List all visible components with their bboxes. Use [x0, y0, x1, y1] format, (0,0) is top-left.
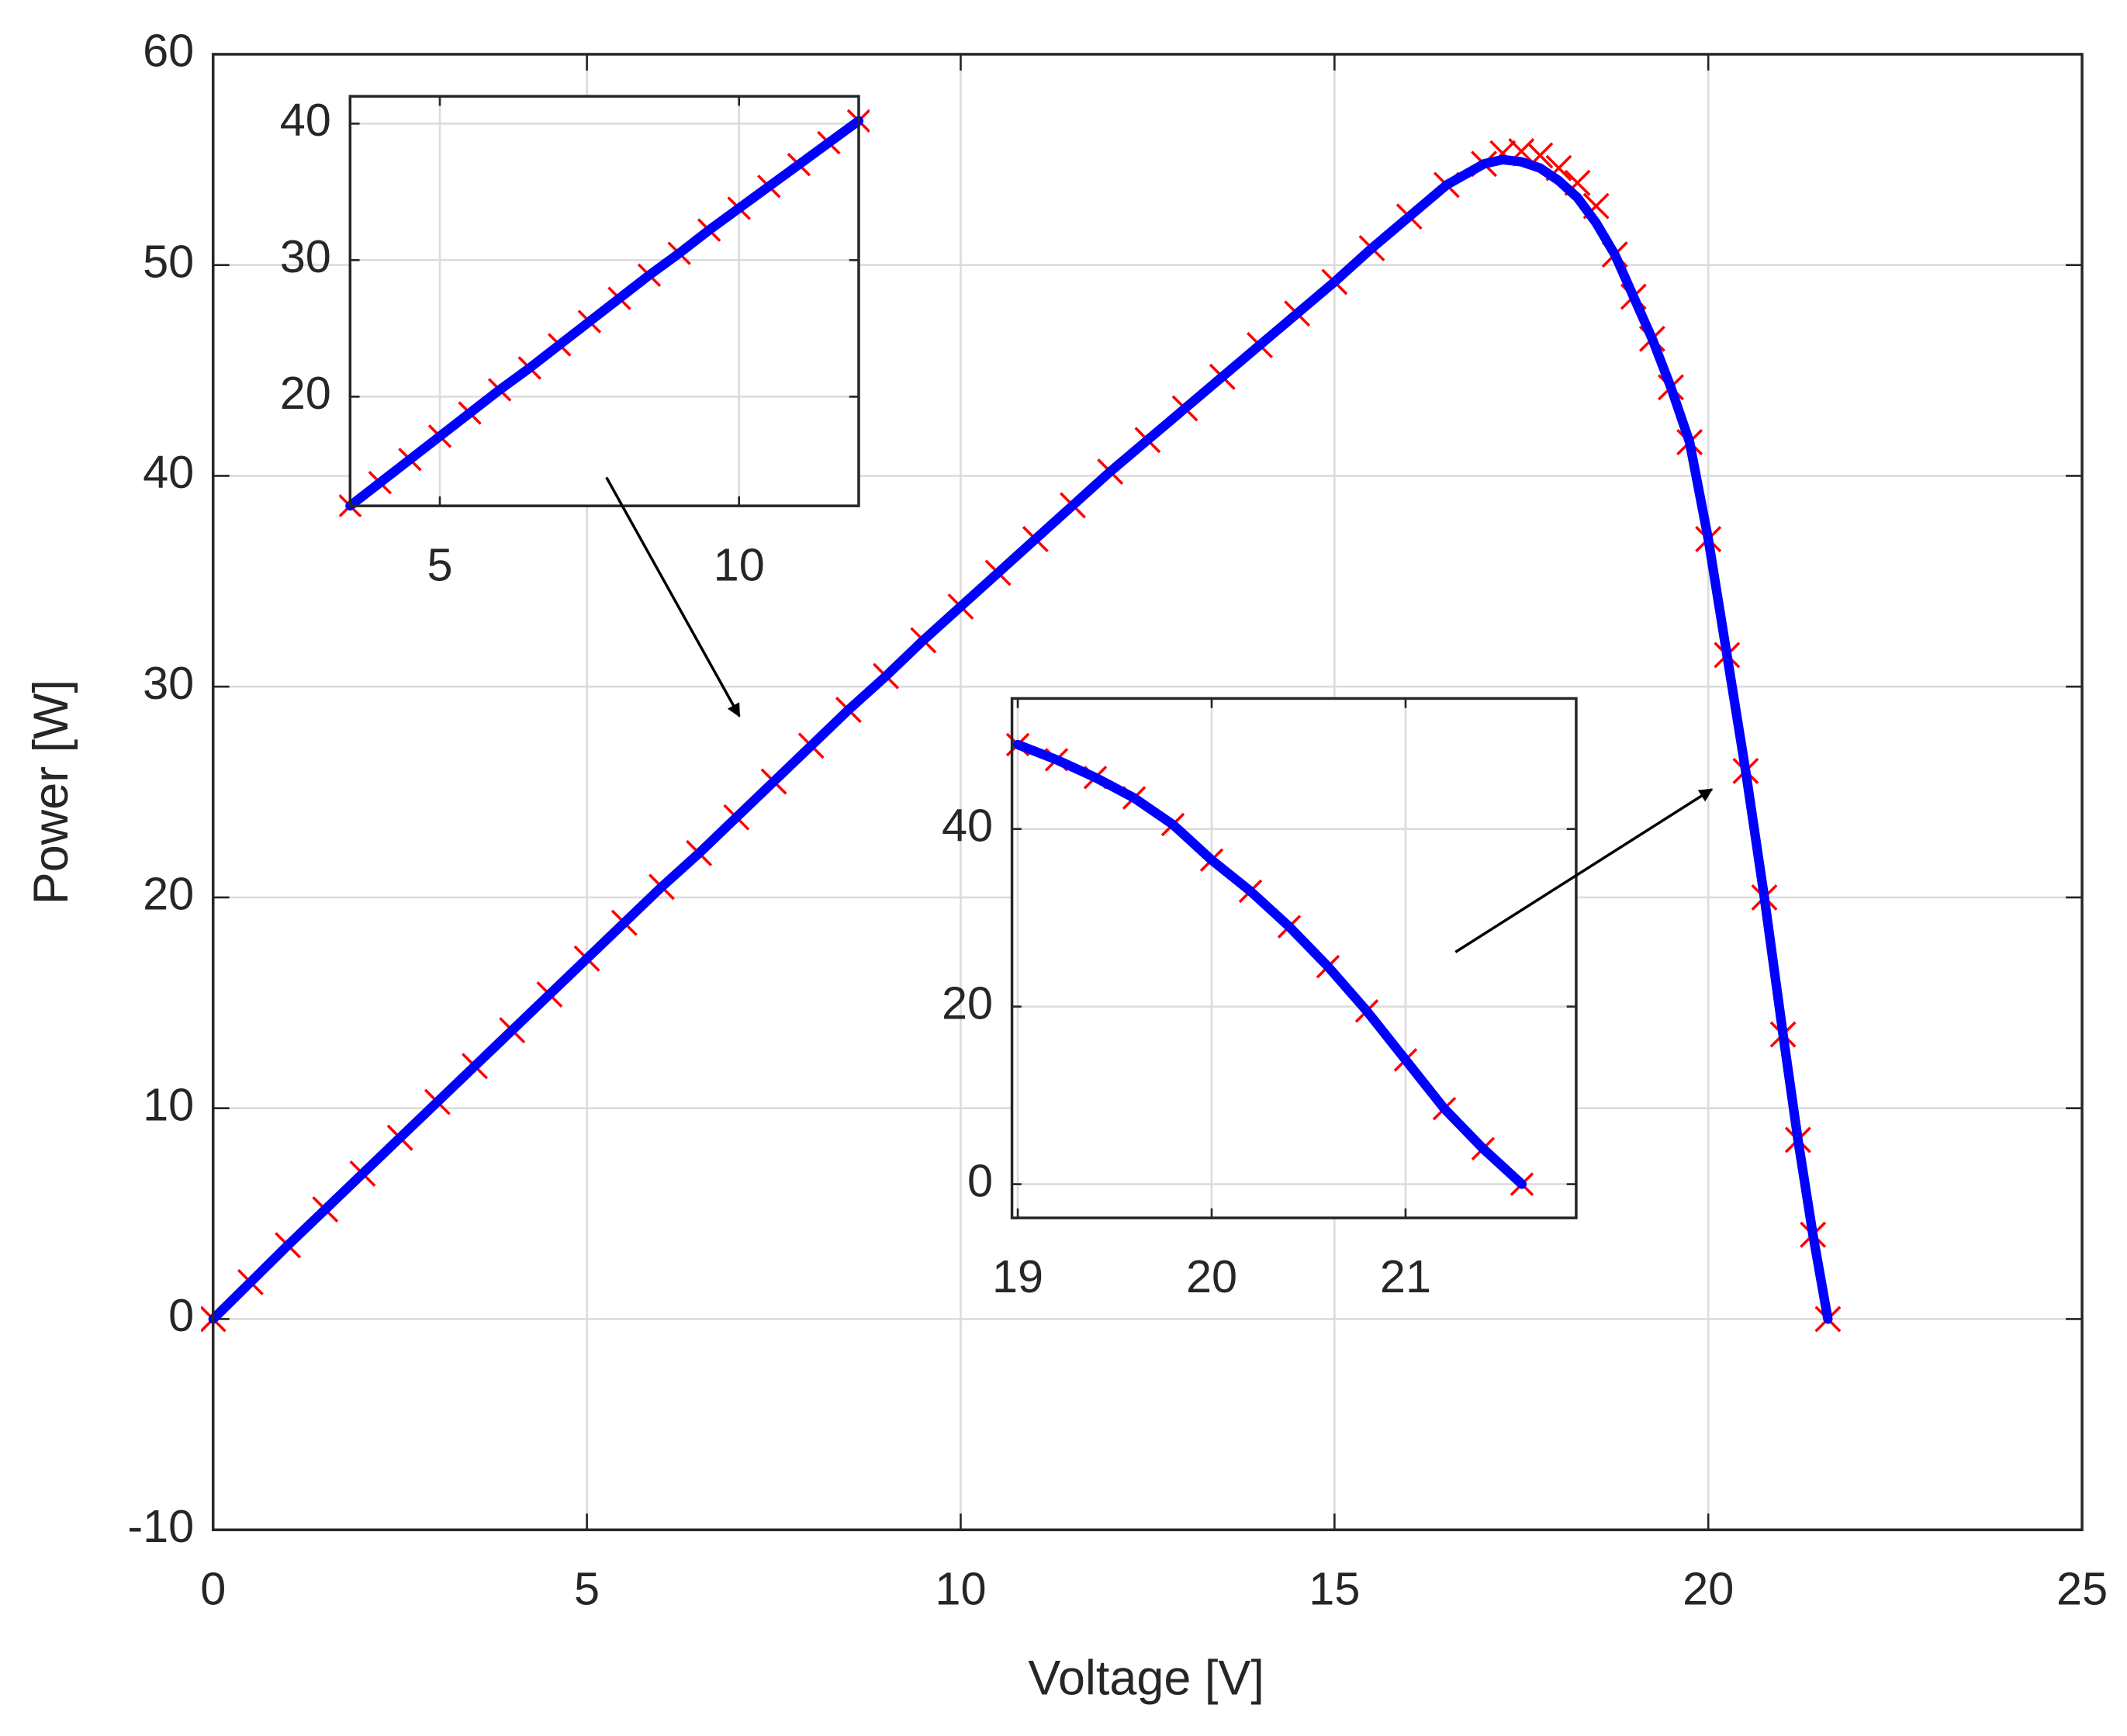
x-tick-label: 0	[200, 1562, 226, 1614]
annotation-arrow	[1454, 788, 1714, 953]
y-tick-label: 0	[168, 1289, 194, 1341]
series-layer	[200, 137, 1842, 1333]
y-tick-label: 20	[143, 868, 194, 920]
x-tick-label: 25	[2056, 1562, 2108, 1614]
y-axis-label: Power [W]	[24, 680, 78, 904]
line	[345, 116, 864, 511]
x-tick-label: 5	[574, 1562, 600, 1614]
y-tick-label: 20	[942, 977, 993, 1029]
x-tick-label: 15	[1309, 1562, 1360, 1614]
x-axis-label: Voltage [V]	[1028, 1651, 1264, 1706]
line	[208, 154, 1833, 1324]
x-tick-label: 10	[714, 538, 765, 590]
y-tick-label: 40	[143, 446, 194, 498]
x-tick-label: 20	[1683, 1562, 1734, 1614]
axes: 19 20 21 0 20 40	[942, 697, 1578, 1302]
y-tick-label: 0	[967, 1154, 993, 1206]
y-tick-label: 40	[942, 799, 993, 851]
series-layer	[1005, 732, 1534, 1196]
axes: 5 10 20 30 40	[280, 94, 870, 590]
y-tick-label: -10	[127, 1500, 194, 1552]
axes-frame	[211, 53, 2084, 1531]
line	[1012, 739, 1527, 1189]
y-tick-label: 20	[280, 367, 331, 419]
axes-frame	[1010, 697, 1578, 1219]
series-layer	[339, 109, 870, 517]
y-tick-label: 50	[143, 235, 194, 287]
x-tick-label: 19	[992, 1250, 1043, 1302]
x-tick-label: 20	[1186, 1250, 1237, 1302]
x-tick-label: 5	[427, 538, 452, 590]
y-tick-label: 30	[280, 230, 331, 282]
y-tick-label: 30	[143, 657, 194, 709]
y-tick-label: 40	[280, 94, 331, 146]
annotation-arrow	[605, 476, 741, 718]
x-tick-label: 10	[935, 1562, 986, 1614]
y-tick-label: 10	[143, 1078, 194, 1130]
x-tick-label: 21	[1380, 1250, 1431, 1302]
axes-frame	[348, 95, 860, 507]
y-tick-label: 60	[143, 25, 194, 77]
